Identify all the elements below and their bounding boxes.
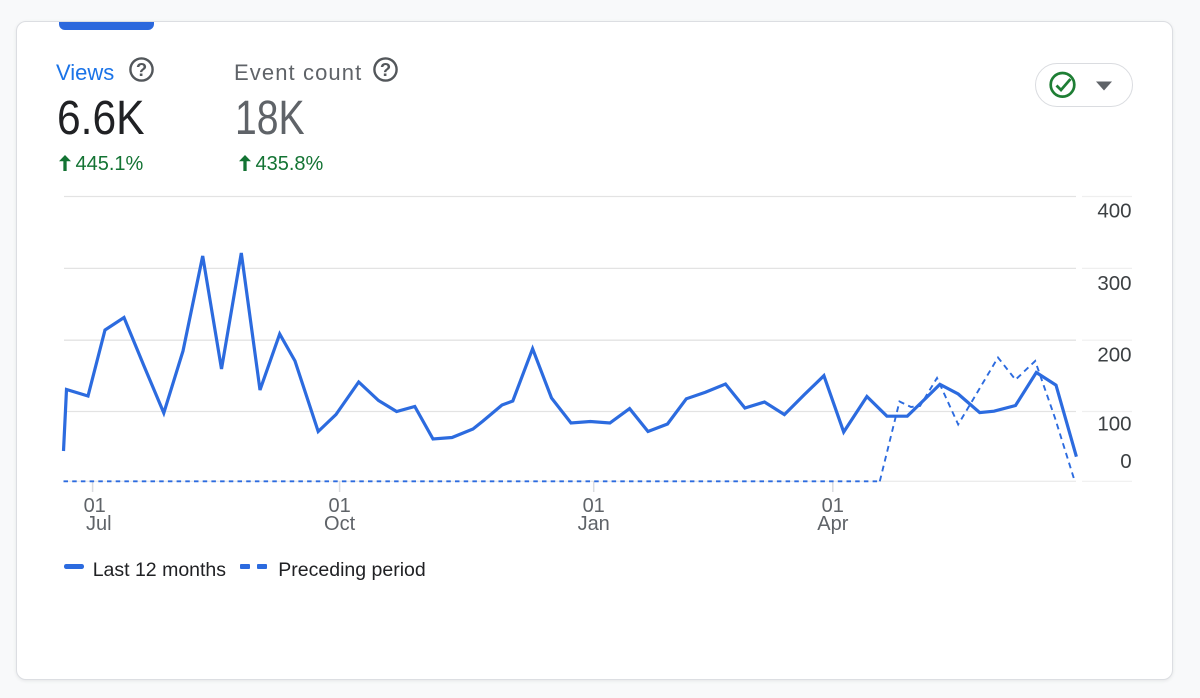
svg-text:100: 100	[1097, 412, 1131, 435]
svg-text:01: 01	[583, 495, 605, 517]
svg-text:300: 300	[1097, 272, 1131, 295]
svg-text:Apr: Apr	[817, 513, 848, 535]
svg-text:01: 01	[822, 495, 844, 517]
svg-text:0: 0	[1120, 450, 1131, 473]
svg-text:01: 01	[328, 495, 350, 517]
svg-text:Oct: Oct	[324, 513, 356, 535]
svg-text:400: 400	[1097, 200, 1131, 223]
svg-text:Jul: Jul	[86, 513, 112, 535]
svg-text:01: 01	[84, 495, 106, 517]
svg-text:?: ?	[379, 59, 390, 80]
svg-text:?: ?	[136, 59, 147, 80]
svg-text:200: 200	[1097, 344, 1131, 367]
svg-text:Jan: Jan	[578, 513, 610, 535]
